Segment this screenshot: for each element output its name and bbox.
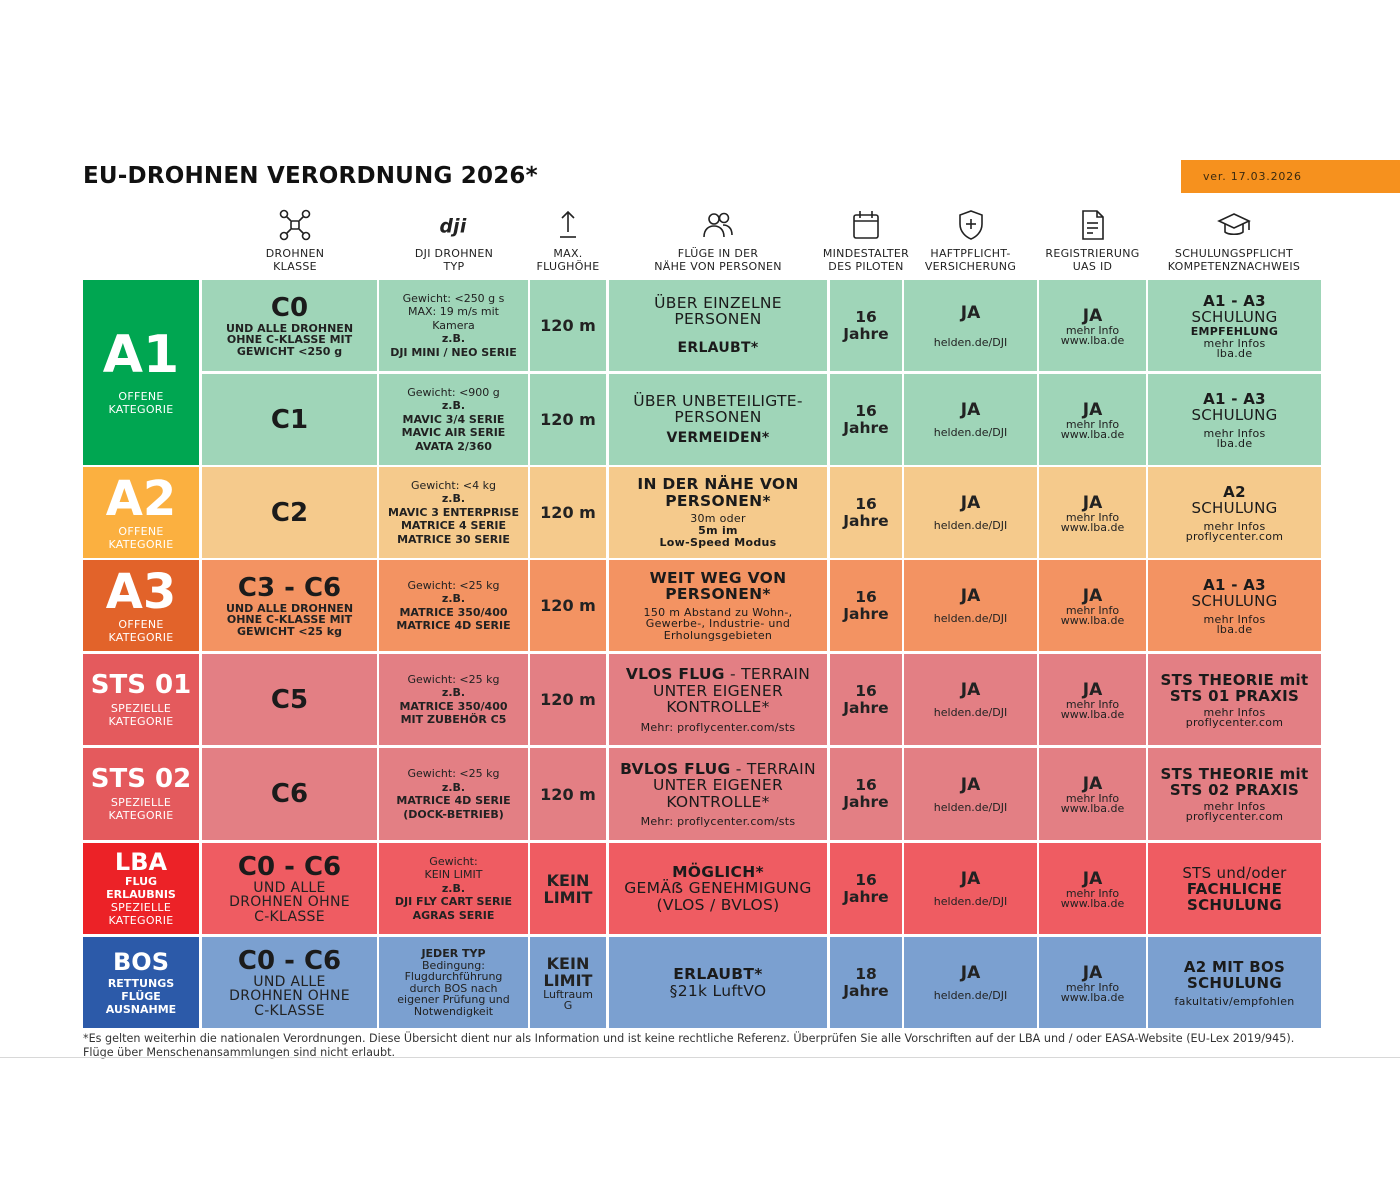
table-cell-registrierung: JA mehr Info www.lba.de [1039, 280, 1146, 371]
table-cell-klasse: C0 UND ALLE DROHNEN OHNE C-KLASSE MIT GEW… [202, 280, 377, 371]
category-lba: LBA FLUG ERLAUBNIS SPEZIELLE KATEGORIE [83, 843, 199, 934]
drone-icon [279, 209, 311, 241]
table-cell-schulung: A1 - A3 SCHULUNG mehr Infos lba.de [1148, 374, 1321, 465]
table-cell-personen: VLOS FLUG - TERRAIN UNTER EIGENER KONTRO… [609, 654, 827, 745]
dji-logo-icon: dji [440, 217, 467, 238]
table-cell-flughoehe: 120 m [530, 467, 606, 558]
table-cell-schulung: STS und/oder FACHLICHE SCHULUNG [1148, 843, 1321, 934]
header-registrierung: REGISTRIERUNG UAS ID [1040, 208, 1145, 273]
header-drohnen-klasse: DROHNEN KLASSE [255, 208, 335, 273]
category-a3: A3 OFFENE KATEGORIE [83, 560, 199, 651]
table-cell-registrierung: JA mehr Info www.lba.de [1039, 748, 1146, 840]
footnote: *Es gelten weiterhin die nationalen Vero… [83, 1032, 1295, 1059]
table-cell-klasse: C5 [202, 654, 377, 745]
table-cell-dji-typ: Gewicht: <250 g s MAX: 19 m/s mit Kamera… [379, 280, 528, 371]
table-cell-mindestalter: 16 Jahre [830, 748, 902, 840]
table-cell-schulung: STS THEORIE mit STS 02 PRAXIS mehr Infos … [1148, 748, 1321, 840]
table-cell-mindestalter: 16 Jahre [830, 374, 902, 465]
table-cell-versicherung: JA helden.de/DJI [904, 280, 1037, 371]
table-cell-schulung: A1 - A3 SCHULUNG EMPFEHLUNG mehr Infos lba… [1148, 280, 1321, 371]
table-cell-schulung: A2 SCHULUNG mehr Infos proflycenter.com [1148, 467, 1321, 558]
table-cell-versicherung: JA helden.de/DJI [904, 843, 1037, 934]
table-cell-registrierung: JA mehr Info www.lba.de [1039, 937, 1146, 1028]
page-title: EU-DROHNEN VERORDNUNG 2026* [83, 163, 538, 189]
table-cell-versicherung: JA helden.de/DJI [904, 654, 1037, 745]
table-cell-registrierung: JA mehr Info www.lba.de [1039, 843, 1146, 934]
table-cell-dji-typ: JEDER TYP Bedingung: Flugdurchführung dur… [379, 937, 528, 1028]
table-cell-flughoehe: 120 m [530, 374, 606, 465]
table-cell-mindestalter: 16 Jahre [830, 654, 902, 745]
table-cell-dji-typ: Gewicht: <25 kg z.B. MATRICE 4D SERIE (DO… [379, 748, 528, 840]
document-icon [1081, 210, 1104, 240]
table-cell-flughoehe: KEIN LIMIT [530, 843, 606, 934]
table-cell-mindestalter: 16 Jahre [830, 280, 902, 371]
header-personen: FLÜGE IN DER NÄHE VON PERSONEN [628, 208, 808, 273]
header-schulungspflicht: SCHULUNGSPFLICHT KOMPETENZNACHWEIS [1155, 208, 1313, 273]
table-cell-dji-typ: Gewicht: <25 kg z.B. MATRICE 350/400 MIT … [379, 654, 528, 745]
table-cell-versicherung: JA helden.de/DJI [904, 560, 1037, 651]
table-cell-schulung: STS THEORIE mit STS 01 PRAXIS mehr Infos … [1148, 654, 1321, 745]
header-haftpflicht: HAFTPFLICHT- VERSICHERUNG [918, 208, 1023, 273]
table-cell-schulung: A2 MIT BOS SCHULUNG fakultativ/empfohlen [1148, 937, 1321, 1028]
category-bos: BOS RETTUNGS FLÜGE AUSNAHME [83, 937, 199, 1028]
table-cell-registrierung: JA mehr Info www.lba.de [1039, 467, 1146, 558]
people-icon [703, 212, 733, 238]
category-sts02: STS 02 SPEZIELLE KATEGORIE [83, 748, 199, 840]
table-cell-dji-typ: Gewicht: <900 g z.B. MAVIC 3/4 SERIE MAVI… [379, 374, 528, 465]
table-cell-personen: ÜBER EINZELNE PERSONEN ERLAUBT* [609, 280, 827, 371]
table-cell-dji-typ: Gewicht: <4 kg z.B. MAVIC 3 ENTERPRISE MA… [379, 467, 528, 558]
category-sts01: STS 01 SPEZIELLE KATEGORIE [83, 654, 199, 745]
header-max-flughoehe: MAX. FLUGHÖHE [528, 208, 608, 273]
table-cell-flughoehe: 120 m [530, 748, 606, 840]
table-cell-dji-typ: Gewicht: <25 kg z.B. MATRICE 350/400 MATR… [379, 560, 528, 651]
table-cell-schulung: A1 - A3 SCHULUNG mehr Infos lba.de [1148, 560, 1321, 651]
table-cell-klasse: C3 - C6 UND ALLE DROHNEN OHNE C-KLASSE MI… [202, 560, 377, 651]
table-cell-registrierung: JA mehr Info www.lba.de [1039, 654, 1146, 745]
table-cell-klasse: C2 [202, 467, 377, 558]
table-cell-klasse: C6 [202, 748, 377, 840]
table-cell-klasse: C1 [202, 374, 377, 465]
table-cell-personen: WEIT WEG VON PERSONEN* 150 m Abstand zu W… [609, 560, 827, 651]
table-cell-versicherung: JA helden.de/DJI [904, 467, 1037, 558]
svg-text:dji: dji [440, 217, 467, 238]
table-cell-dji-typ: Gewicht: KEIN LIMIT z.B. DJI FLY CART SER… [379, 843, 528, 934]
category-a2: A2 OFFENE KATEGORIE [83, 467, 199, 558]
table-cell-registrierung: JA mehr Info www.lba.de [1039, 374, 1146, 465]
table-cell-flughoehe: KEIN LIMIT Luftraum G [530, 937, 606, 1028]
category-a1: A1 OFFENE KATEGORIE [83, 280, 199, 465]
divider [0, 1057, 1400, 1058]
table-cell-mindestalter: 18 Jahre [830, 937, 902, 1028]
shield-plus-icon [958, 210, 983, 240]
table-cell-registrierung: JA mehr Info www.lba.de [1039, 560, 1146, 651]
table-cell-personen: ÜBER UNBETEILIGTE- PERSONEN VERMEIDEN* [609, 374, 827, 465]
table-cell-mindestalter: 16 Jahre [830, 467, 902, 558]
calendar-icon [853, 211, 879, 239]
arrow-up-icon [560, 210, 576, 238]
graduation-cap-icon [1217, 213, 1251, 236]
header-dji-typ: dji DJI DROHNEN TYP [402, 208, 506, 273]
table-cell-personen: MÖGLICH* GEMÄẞ GENEHMIGUNG (VLOS / BVLOS) [609, 843, 827, 934]
table-cell-flughoehe: 120 m [530, 280, 606, 371]
table-cell-flughoehe: 120 m [530, 560, 606, 651]
table-cell-personen: IN DER NÄHE VON PERSONEN* 30m oder 5m im … [609, 467, 827, 558]
table-cell-personen: ERLAUBT* §21k LuftVO [609, 937, 827, 1028]
table-cell-versicherung: JA helden.de/DJI [904, 937, 1037, 1028]
version-badge: ver. 17.03.2026 [1181, 160, 1400, 193]
table-cell-klasse: C0 - C6 UND ALLE DROHNEN OHNE C-KLASSE [202, 937, 377, 1028]
table-cell-flughoehe: 120 m [530, 654, 606, 745]
table-cell-versicherung: JA helden.de/DJI [904, 374, 1037, 465]
table-cell-mindestalter: 16 Jahre [830, 843, 902, 934]
table-cell-versicherung: JA helden.de/DJI [904, 748, 1037, 840]
table-cell-personen: BVLOS FLUG - TERRAIN UNTER EIGENER KONTR… [609, 748, 827, 840]
table-cell-mindestalter: 16 Jahre [830, 560, 902, 651]
header-mindestalter: MINDESTALTER DES PILOTEN [816, 208, 916, 273]
table-cell-klasse: C0 - C6 UND ALLE DROHNEN OHNE C-KLASSE [202, 843, 377, 934]
